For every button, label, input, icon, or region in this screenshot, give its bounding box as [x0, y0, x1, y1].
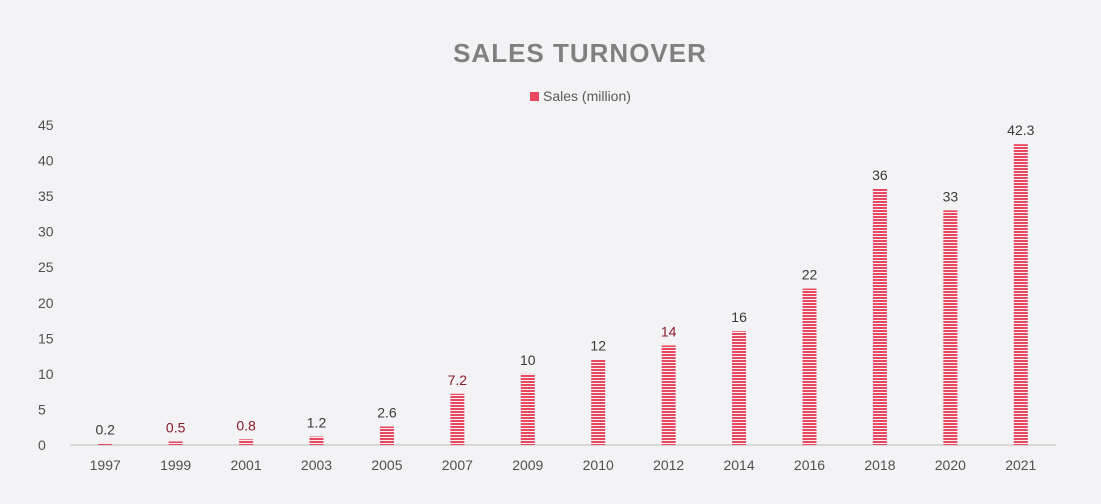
legend: Sales (million): [530, 88, 631, 104]
bar: [943, 210, 958, 445]
x-tick-label: 2014: [723, 457, 754, 473]
bar: [239, 439, 254, 445]
data-label: 0.5: [166, 419, 186, 435]
data-label: 7.2: [448, 372, 468, 388]
x-tick-label: 2020: [935, 457, 966, 473]
y-tick-label: 40: [38, 153, 54, 169]
legend-swatch: [530, 91, 539, 101]
data-label: 0.8: [236, 417, 256, 433]
x-tick-label: 2012: [653, 457, 684, 473]
bar: [379, 426, 394, 445]
x-tick-label: 2005: [371, 457, 402, 473]
bar: [1013, 144, 1028, 445]
data-label: 33: [943, 188, 959, 204]
bar: [802, 288, 817, 445]
y-tick-label: 35: [38, 188, 54, 204]
data-label: 42.3: [1007, 122, 1034, 138]
bar: [168, 441, 183, 445]
y-tick-label: 0: [38, 437, 46, 453]
data-label: 1.2: [307, 414, 327, 430]
legend-label: Sales (million): [543, 88, 631, 104]
data-label: 36: [872, 167, 888, 183]
x-tick-label: 1999: [160, 457, 191, 473]
x-tick-label: 2003: [301, 457, 332, 473]
x-tick-label: 2018: [864, 457, 895, 473]
chart-title: SALES TURNOVER: [453, 38, 707, 68]
y-tick-label: 20: [38, 295, 54, 311]
x-tick-label: 1997: [90, 457, 121, 473]
y-tick-label: 30: [38, 224, 54, 240]
y-tick-label: 10: [38, 366, 54, 382]
bar: [661, 345, 676, 445]
x-tick-label: 2001: [230, 457, 261, 473]
x-tick-label: 2010: [583, 457, 614, 473]
bar: [520, 373, 535, 445]
bar: [309, 436, 324, 445]
data-label: 12: [590, 338, 606, 354]
y-tick-label: 45: [38, 117, 54, 133]
x-tick-label: 2007: [442, 457, 473, 473]
y-tick-label: 15: [38, 330, 54, 346]
x-tick-label: 2021: [1005, 457, 1036, 473]
bar: [732, 331, 747, 445]
y-tick-label: 25: [38, 259, 54, 275]
data-label: 16: [731, 309, 747, 325]
data-label: 22: [802, 267, 818, 283]
data-label: 14: [661, 323, 677, 339]
data-label: 2.6: [377, 405, 397, 421]
data-label: 10: [520, 352, 536, 368]
x-tick-label: 2016: [794, 457, 825, 473]
bar: [450, 393, 465, 445]
x-tick-label: 2009: [512, 457, 543, 473]
bar: [872, 189, 887, 445]
bar: [591, 359, 606, 445]
data-label: 0.2: [95, 422, 115, 438]
bar: [98, 443, 113, 445]
y-tick-label: 5: [38, 401, 46, 417]
